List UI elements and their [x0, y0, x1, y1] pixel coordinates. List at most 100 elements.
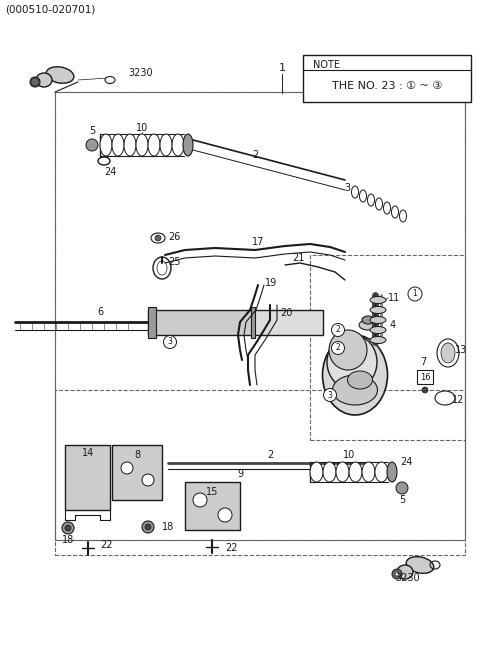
Text: THE NO. 23 : ① ~ ③: THE NO. 23 : ① ~ ③: [332, 81, 442, 91]
Ellipse shape: [323, 335, 387, 415]
Ellipse shape: [329, 330, 367, 370]
Text: 26: 26: [168, 232, 180, 242]
Circle shape: [121, 462, 133, 474]
Polygon shape: [112, 445, 162, 500]
Text: (000510-020701): (000510-020701): [5, 5, 96, 15]
Text: 21: 21: [292, 253, 304, 263]
Text: NOTE: NOTE: [313, 60, 340, 70]
Text: 10: 10: [343, 450, 355, 460]
Ellipse shape: [375, 462, 388, 482]
Text: 13: 13: [455, 345, 467, 355]
Ellipse shape: [336, 462, 349, 482]
Text: 8: 8: [134, 450, 140, 460]
Text: 12: 12: [452, 395, 464, 405]
Bar: [55, 92, 465, 540]
Ellipse shape: [348, 371, 372, 389]
Ellipse shape: [362, 316, 374, 324]
Ellipse shape: [136, 134, 148, 156]
Ellipse shape: [370, 307, 386, 314]
Text: 2: 2: [252, 150, 258, 160]
Ellipse shape: [370, 316, 386, 324]
Circle shape: [145, 524, 151, 530]
Circle shape: [142, 474, 154, 486]
Ellipse shape: [392, 206, 398, 218]
Text: 18: 18: [62, 535, 74, 545]
Ellipse shape: [362, 462, 375, 482]
Ellipse shape: [359, 320, 377, 330]
Bar: [55, 92, 465, 540]
Text: 4: 4: [390, 320, 396, 330]
Circle shape: [86, 139, 98, 151]
Ellipse shape: [370, 326, 386, 333]
Ellipse shape: [397, 565, 413, 579]
Ellipse shape: [100, 134, 112, 156]
Text: 10: 10: [136, 123, 148, 133]
Text: 1: 1: [413, 290, 418, 299]
Circle shape: [142, 521, 154, 533]
Circle shape: [332, 324, 345, 337]
Text: 24: 24: [104, 167, 116, 177]
Bar: [148, 307, 156, 338]
Text: 3: 3: [327, 390, 333, 400]
Circle shape: [193, 493, 207, 507]
Ellipse shape: [112, 134, 124, 156]
Ellipse shape: [323, 462, 336, 482]
Circle shape: [65, 525, 71, 531]
Text: 5: 5: [89, 126, 95, 136]
Text: 16: 16: [420, 373, 430, 381]
Text: 7: 7: [420, 357, 426, 367]
Ellipse shape: [30, 77, 40, 87]
Ellipse shape: [160, 134, 172, 156]
Bar: [417, 370, 433, 384]
Polygon shape: [185, 482, 240, 530]
Circle shape: [422, 387, 428, 393]
Text: 14: 14: [82, 448, 94, 458]
Ellipse shape: [368, 194, 374, 206]
Text: 6: 6: [97, 307, 103, 317]
Ellipse shape: [124, 134, 136, 156]
Ellipse shape: [151, 233, 165, 243]
Circle shape: [392, 569, 402, 579]
Circle shape: [395, 572, 399, 576]
Text: 25: 25: [168, 257, 180, 267]
Polygon shape: [65, 445, 110, 510]
Ellipse shape: [360, 190, 367, 202]
Ellipse shape: [435, 391, 455, 405]
Circle shape: [396, 482, 408, 494]
Ellipse shape: [36, 73, 52, 87]
Ellipse shape: [387, 462, 397, 482]
Ellipse shape: [333, 375, 377, 405]
Ellipse shape: [172, 134, 184, 156]
Text: 20: 20: [280, 308, 292, 318]
Ellipse shape: [370, 297, 386, 303]
Circle shape: [31, 78, 39, 86]
Text: 22: 22: [225, 543, 238, 553]
Text: 3: 3: [168, 337, 172, 346]
Bar: [148, 310, 253, 335]
Bar: [303, 55, 471, 102]
Ellipse shape: [327, 335, 377, 390]
Text: 11: 11: [388, 293, 400, 303]
Circle shape: [332, 341, 345, 354]
Text: 3: 3: [344, 183, 350, 193]
Ellipse shape: [148, 134, 160, 156]
Ellipse shape: [437, 339, 459, 367]
Text: 2: 2: [336, 343, 340, 352]
Text: 2: 2: [336, 326, 340, 335]
Ellipse shape: [349, 462, 362, 482]
Circle shape: [164, 335, 177, 348]
Circle shape: [218, 508, 232, 522]
Ellipse shape: [98, 157, 110, 165]
Ellipse shape: [105, 77, 115, 83]
Circle shape: [155, 235, 161, 241]
Text: 15: 15: [206, 487, 218, 497]
Text: 5: 5: [399, 495, 405, 505]
Ellipse shape: [46, 67, 74, 83]
Text: 22: 22: [100, 540, 112, 550]
Text: 2: 2: [267, 450, 273, 460]
Bar: [253, 310, 323, 335]
Text: 3230: 3230: [128, 68, 153, 78]
Bar: [251, 307, 255, 338]
Ellipse shape: [384, 202, 391, 214]
Ellipse shape: [351, 186, 359, 198]
